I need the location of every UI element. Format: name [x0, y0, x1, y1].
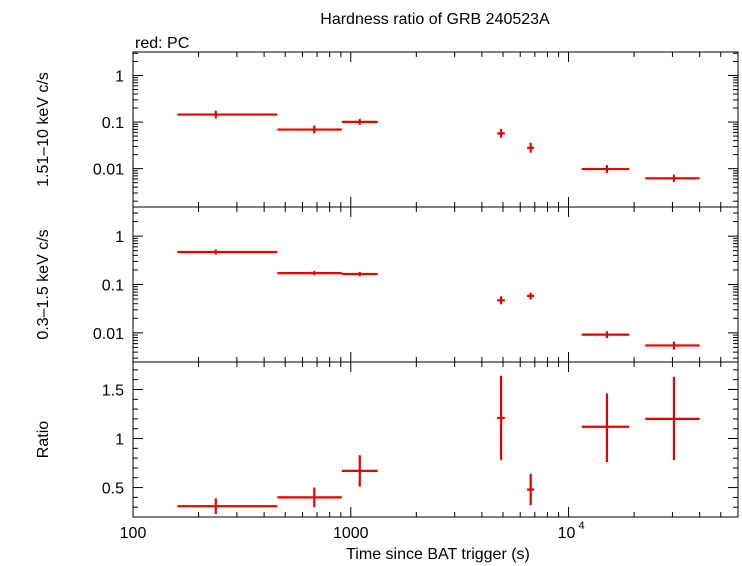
y-tick-label: 1	[115, 432, 124, 449]
data-point	[581, 331, 630, 339]
data-point	[497, 129, 505, 138]
data-point	[645, 174, 700, 182]
x-tick-label: 1000	[333, 525, 369, 542]
data-point	[497, 375, 505, 461]
panels: 0.01 0.1 1 1.51–10 keV c/s 0.01 0.1 1 0.3–1.5 k…	[35, 51, 739, 542]
data-point	[177, 249, 278, 255]
x-tick-label: 10	[558, 525, 576, 542]
data-point	[277, 487, 342, 508]
data-point	[177, 110, 278, 119]
chart-title: Hardness ratio of GRB 240523A	[320, 11, 550, 28]
y-axis-label: 1.51–10 keV c/s	[35, 72, 52, 187]
x-tick-label: 100	[120, 525, 147, 542]
y-tick-label: 0.1	[102, 278, 124, 295]
panel-top: 0.01 0.1 1 1.51–10 keV c/s	[35, 51, 739, 208]
y-tick-label: 0.1	[102, 115, 124, 132]
data-point	[645, 376, 700, 461]
x-axis-label: Time since BAT trigger (s)	[346, 546, 530, 563]
data-point	[277, 271, 342, 276]
x-tick-label-exponent: 4	[579, 520, 585, 532]
legend-note: red: PC	[135, 35, 189, 52]
data-point	[581, 393, 630, 463]
data-point	[527, 142, 535, 153]
panel-frame	[132, 361, 739, 518]
data-point	[341, 271, 378, 277]
y-axis-label: Ratio	[35, 421, 52, 458]
panel-frame	[132, 206, 739, 363]
y-tick-label: 1	[115, 229, 124, 246]
data-point	[497, 296, 505, 305]
panel-middle: 0.01 0.1 1 0.3–1.5 keV c/s	[35, 206, 739, 363]
y-tick-label: 1.5	[102, 382, 124, 399]
data-point	[527, 473, 535, 506]
y-tick-label: 0.01	[93, 326, 124, 343]
y-tick-label: 0.5	[102, 481, 124, 498]
data-point	[341, 118, 378, 125]
y-tick-label: 1	[115, 69, 124, 86]
data-point	[527, 292, 535, 300]
panel-frame	[132, 51, 739, 208]
data-point	[645, 341, 700, 350]
panel-bottom: 0.5 1 1.5 Ratio	[35, 361, 739, 518]
data-point	[581, 165, 630, 173]
data-point	[341, 455, 378, 487]
data-point	[177, 498, 278, 515]
data-point	[277, 125, 342, 134]
y-axis-label: 0.3–1.5 keV c/s	[35, 229, 52, 339]
y-tick-label: 0.01	[93, 162, 124, 179]
